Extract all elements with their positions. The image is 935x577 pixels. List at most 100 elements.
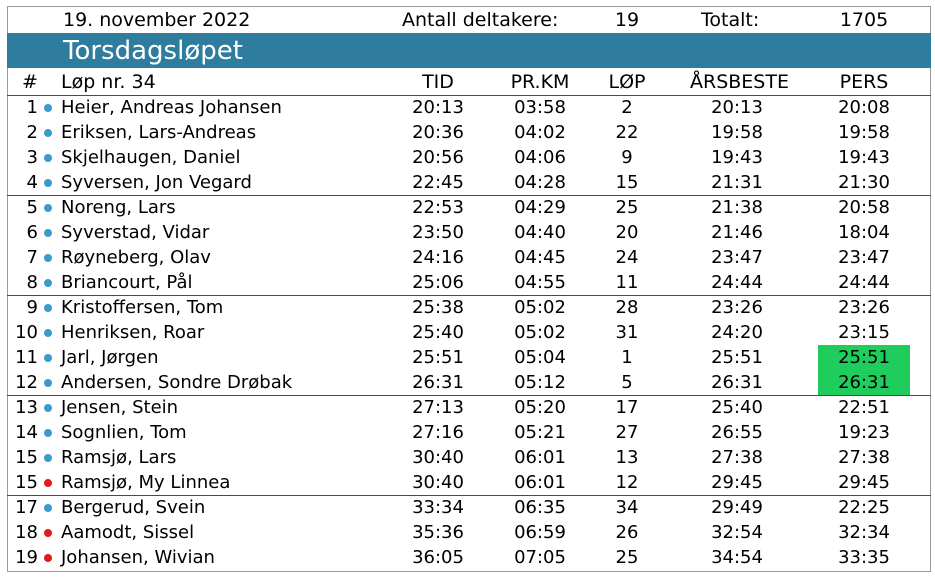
table-row: 12 Andersen, Sondre Drøbak 26:31 05:12 5 26:3… bbox=[0, 370, 935, 395]
column-header-arsbeste: ÅRSBESTE bbox=[690, 71, 789, 93]
pace-cell: 05:02 bbox=[514, 297, 566, 318]
personal-best-cell: 29:45 bbox=[838, 472, 890, 493]
pace-cell: 05:02 bbox=[514, 322, 566, 343]
gender-dot-icon bbox=[44, 379, 52, 387]
new-pb-highlight bbox=[818, 345, 910, 370]
rank-number: 10 bbox=[15, 322, 38, 343]
pace-cell: 05:20 bbox=[514, 397, 566, 418]
personal-best-cell: 22:51 bbox=[838, 397, 890, 418]
season-best-cell: 25:40 bbox=[711, 397, 763, 418]
pace-cell: 03:58 bbox=[514, 97, 566, 118]
runner-name: Heier, Andreas Johansen bbox=[61, 97, 282, 118]
table-row: 5 Noreng, Lars 22:53 04:29 25 21:38 20:58 bbox=[0, 195, 935, 220]
time-cell: 30:40 bbox=[412, 472, 464, 493]
runner-name: Ramsjø, Lars bbox=[61, 447, 177, 468]
rank-number: 7 bbox=[26, 247, 38, 268]
runner-name: Jarl, Jørgen bbox=[61, 347, 159, 368]
races-count-cell: 28 bbox=[615, 297, 639, 318]
gender-dot-icon bbox=[44, 454, 52, 462]
gender-dot-icon bbox=[44, 179, 52, 187]
races-count-cell: 31 bbox=[615, 322, 639, 343]
season-best-cell: 23:26 bbox=[711, 297, 763, 318]
table-row: 18 Aamodt, Sissel 35:36 06:59 26 32:54 32:34 bbox=[0, 520, 935, 545]
rank-number: 18 bbox=[15, 522, 38, 543]
column-header-race: Løp nr. 34 bbox=[61, 71, 156, 93]
gender-dot-icon bbox=[44, 329, 52, 337]
season-best-cell: 20:13 bbox=[711, 97, 763, 118]
races-count-cell: 22 bbox=[615, 122, 639, 143]
season-best-cell: 19:43 bbox=[711, 147, 763, 168]
gender-dot-icon bbox=[44, 354, 52, 362]
personal-best-cell: 23:15 bbox=[838, 322, 890, 343]
pace-cell: 07:05 bbox=[514, 547, 566, 568]
rank-number: 4 bbox=[26, 172, 38, 193]
races-count-cell: 15 bbox=[615, 172, 639, 193]
personal-best-cell: 18:04 bbox=[838, 222, 890, 243]
races-count-cell: 13 bbox=[615, 447, 639, 468]
personal-best-cell: 26:31 bbox=[838, 372, 890, 393]
table-row: 17 Bergerud, Svein 33:34 06:35 34 29:49 22:25 bbox=[0, 495, 935, 520]
time-cell: 25:40 bbox=[412, 322, 464, 343]
pace-cell: 04:28 bbox=[514, 172, 566, 193]
time-cell: 20:56 bbox=[412, 147, 464, 168]
gender-dot-icon bbox=[44, 279, 52, 287]
gender-dot-icon bbox=[44, 429, 52, 437]
races-count-cell: 17 bbox=[615, 397, 639, 418]
group-divider bbox=[7, 395, 931, 396]
rank-number: 12 bbox=[15, 372, 38, 393]
time-cell: 33:34 bbox=[412, 497, 464, 518]
table-row: 2 Eriksen, Lars-Andreas 20:36 04:02 22 19:58 1… bbox=[0, 120, 935, 145]
gender-dot-icon bbox=[44, 504, 52, 512]
time-cell: 25:38 bbox=[412, 297, 464, 318]
rank-number: 11 bbox=[15, 347, 38, 368]
total-label: Totalt: bbox=[701, 9, 760, 31]
runner-name: Jensen, Stein bbox=[61, 397, 179, 418]
season-best-cell: 19:58 bbox=[711, 122, 763, 143]
table-row: 13 Jensen, Stein 27:13 05:20 17 25:40 22:51 bbox=[0, 395, 935, 420]
time-cell: 36:05 bbox=[412, 547, 464, 568]
pace-cell: 06:35 bbox=[514, 497, 566, 518]
season-best-cell: 26:31 bbox=[711, 372, 763, 393]
new-pb-highlight bbox=[818, 370, 910, 395]
table-row: 15 Ramsjø, Lars 30:40 06:01 13 27:38 27:38 bbox=[0, 445, 935, 470]
time-cell: 25:06 bbox=[412, 272, 464, 293]
time-cell: 25:51 bbox=[412, 347, 464, 368]
season-best-cell: 24:20 bbox=[711, 322, 763, 343]
gender-dot-icon bbox=[44, 204, 52, 212]
personal-best-cell: 19:23 bbox=[838, 422, 890, 443]
races-count-cell: 20 bbox=[615, 222, 639, 243]
season-best-cell: 21:46 bbox=[711, 222, 763, 243]
table-row: 15 Ramsjø, My Linnea 30:40 06:01 12 29:45 29:4… bbox=[0, 470, 935, 495]
time-cell: 22:53 bbox=[412, 197, 464, 218]
personal-best-cell: 24:44 bbox=[838, 272, 890, 293]
runner-name: Skjelhaugen, Daniel bbox=[61, 147, 241, 168]
personal-best-cell: 23:26 bbox=[838, 297, 890, 318]
column-header-num: # bbox=[22, 71, 38, 93]
runner-name: Noreng, Lars bbox=[61, 197, 176, 218]
races-count-cell: 24 bbox=[615, 247, 639, 268]
time-cell: 20:36 bbox=[412, 122, 464, 143]
races-count-cell: 25 bbox=[615, 197, 639, 218]
season-best-cell: 25:51 bbox=[711, 347, 763, 368]
personal-best-cell: 27:38 bbox=[838, 447, 890, 468]
rank-number: 3 bbox=[26, 147, 38, 168]
group-divider bbox=[7, 295, 931, 296]
runner-name: Røyneberg, Olav bbox=[61, 247, 211, 268]
pace-cell: 04:06 bbox=[514, 147, 566, 168]
season-best-cell: 23:47 bbox=[711, 247, 763, 268]
race-date: 19. november 2022 bbox=[63, 9, 251, 31]
column-header-pers: PERS bbox=[839, 71, 889, 93]
pace-cell: 04:45 bbox=[514, 247, 566, 268]
table-row: 10 Henriksen, Roar 25:40 05:02 31 24:20 23:15 bbox=[0, 320, 935, 345]
time-cell: 30:40 bbox=[412, 447, 464, 468]
time-cell: 22:45 bbox=[412, 172, 464, 193]
table-row: 14 Sognlien, Tom 27:16 05:21 27 26:55 19:23 bbox=[0, 420, 935, 445]
table-row: 7 Røyneberg, Olav 24:16 04:45 24 23:47 23:47 bbox=[0, 245, 935, 270]
total-count: 1705 bbox=[839, 9, 889, 31]
time-cell: 27:16 bbox=[412, 422, 464, 443]
gender-dot-icon bbox=[44, 529, 52, 537]
column-header-tid: TID bbox=[422, 71, 454, 93]
gender-dot-icon bbox=[44, 104, 52, 112]
races-count-cell: 2 bbox=[621, 97, 633, 118]
results-frame bbox=[7, 6, 931, 572]
